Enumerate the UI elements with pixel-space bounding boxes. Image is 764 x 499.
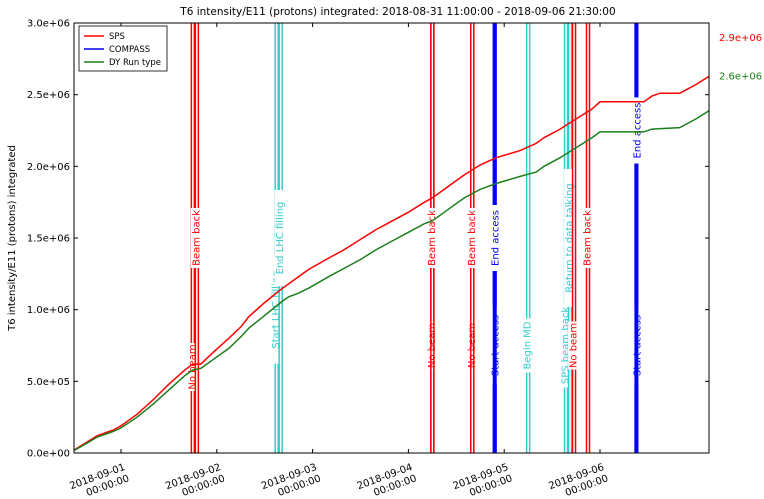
event-label: End access [632, 103, 643, 159]
event-label: Beam back [583, 210, 594, 266]
event-label-bg [522, 318, 535, 373]
event-label: Beam back [191, 210, 202, 266]
series-line [74, 109, 709, 452]
series-end-label: 2.6e+06 [719, 72, 762, 83]
event-marker: No beam [568, 23, 581, 453]
event-label-bg [568, 321, 581, 370]
end-labels: 2.9e+06 2.6e+06 [719, 33, 762, 83]
event-label: Begin MD [523, 321, 534, 369]
chart-title: T6 intensity/E11 (protons) integrated: 2… [179, 6, 615, 18]
event-label-bg [466, 208, 479, 268]
event-label: End access [491, 210, 502, 266]
event-marker: Begin MD [522, 23, 535, 453]
event-label: End LHC filling [275, 202, 286, 275]
event-label-bg [426, 321, 439, 370]
event-label-bg [274, 190, 287, 286]
series-end-label: 2.9e+06 [719, 33, 762, 44]
event-label-bg [426, 208, 439, 268]
y-tick-label: 2.0e+06 [27, 162, 70, 173]
y-tick-label: 1.0e+06 [27, 305, 70, 316]
legend-label: DY Run type [109, 58, 161, 68]
event-marker: Beam back [426, 23, 439, 453]
event-label: Start LHC filling [271, 271, 282, 349]
event-label-bg [466, 321, 479, 370]
event-marker: End LHC filling [274, 23, 287, 453]
series-lines [74, 75, 709, 452]
event-label: No beam [467, 323, 478, 368]
legend-label: COMPASS [109, 45, 150, 55]
y-tick-label: 1.5e+06 [27, 234, 70, 245]
y-tick-label: 3.0e+06 [27, 19, 70, 30]
event-marker: End access [631, 23, 644, 453]
event-marker: End access [490, 23, 503, 453]
event-label-bg [631, 97, 644, 164]
event-label: No beam [187, 344, 198, 389]
event-label: No beam [569, 323, 580, 368]
event-label: Beam back [427, 210, 438, 266]
series-line [74, 75, 709, 451]
event-marker: Beam back [466, 23, 479, 453]
event-marker: Beam back [190, 23, 203, 453]
event-label: SPS beam back [561, 307, 572, 384]
event-label-bg [582, 208, 595, 268]
y-tick-label: 5.0e+05 [27, 377, 70, 388]
y-tick-label: 2.5e+06 [27, 90, 70, 101]
legend: SPS COMPASS DY Run type [78, 25, 168, 72]
event-label-bg [490, 205, 503, 271]
legend-label: SPS [109, 32, 125, 42]
event-label-bg [190, 208, 203, 268]
event-marker: Beam back [582, 23, 595, 453]
event-label: Return to data talking [565, 183, 576, 292]
y-axis-label: T6 intensity/E11 (protons) integrated [7, 145, 18, 332]
event-label: No beam [427, 323, 438, 368]
y-tick-label: 0.0e+00 [27, 449, 70, 460]
event-label: Beam back [467, 210, 478, 266]
